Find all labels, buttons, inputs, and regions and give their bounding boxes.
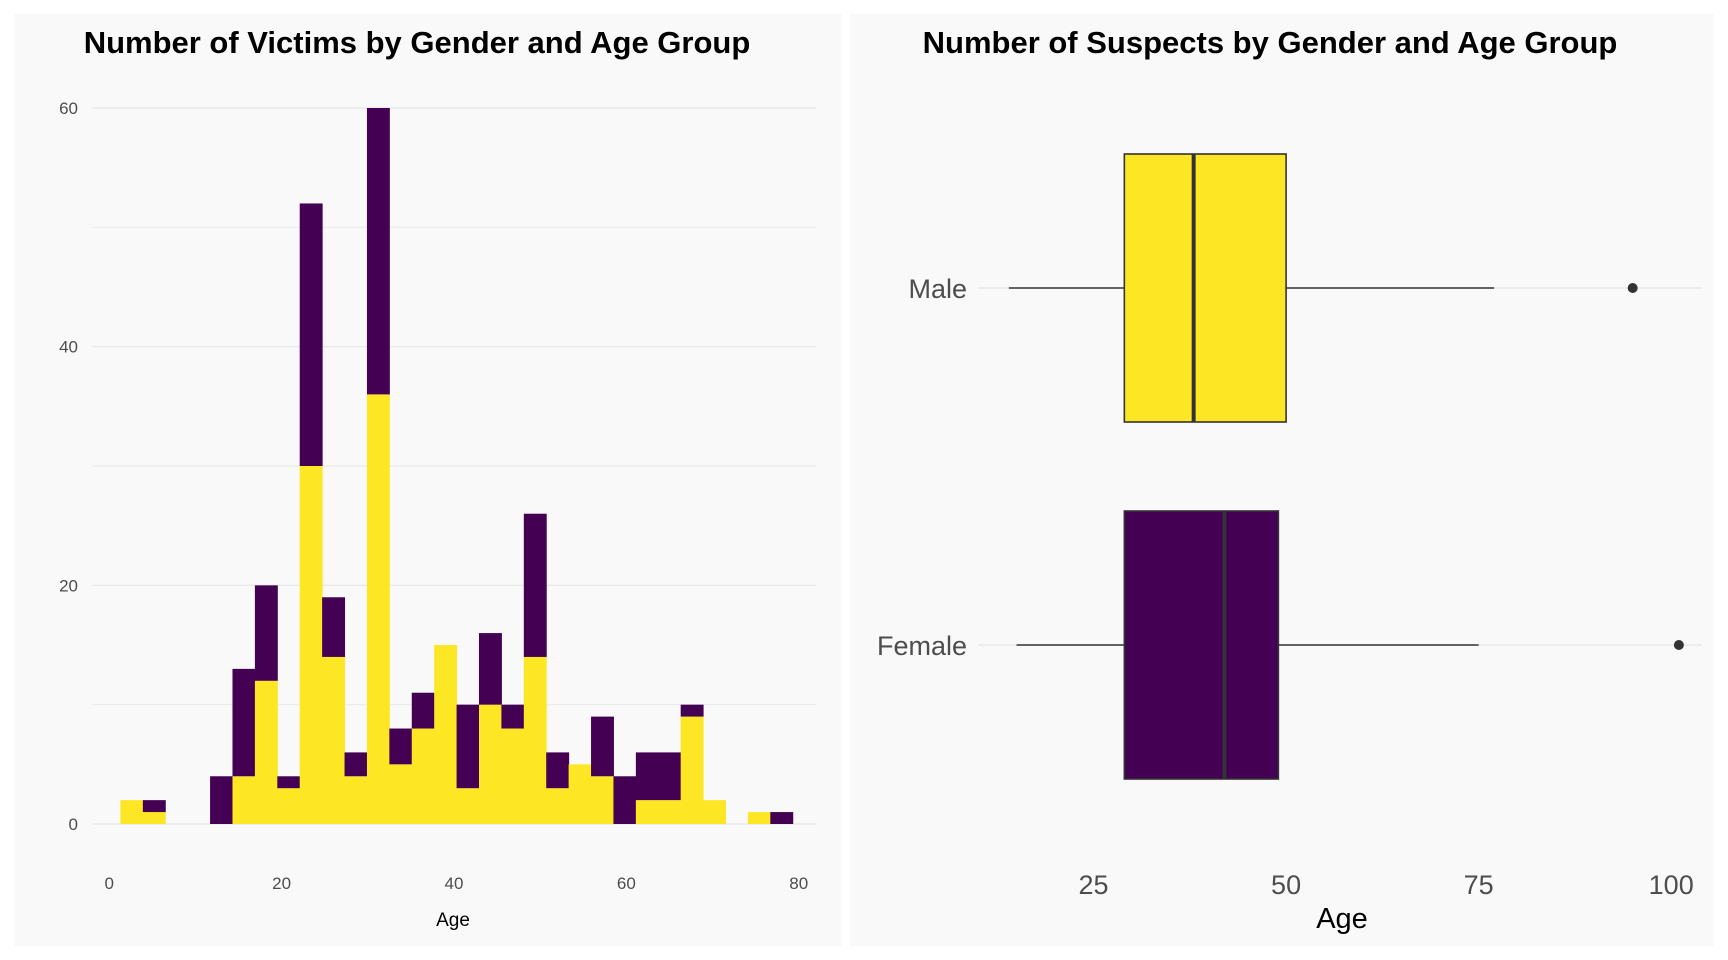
bar-male: [703, 800, 726, 824]
x-tick-label: 100: [1649, 870, 1694, 900]
bar-male: [120, 800, 144, 824]
bar-female: [366, 108, 390, 395]
bar-male: [456, 788, 480, 824]
x-tick-label: 80: [789, 874, 808, 893]
y-tick-label: 60: [59, 99, 78, 118]
bar-female: [344, 752, 368, 777]
bar-female: [322, 597, 346, 657]
x-tick-label: 50: [1271, 870, 1301, 900]
bar-female: [770, 812, 794, 824]
bar-female: [456, 704, 480, 789]
bar-male: [254, 680, 278, 824]
bar-male: [501, 728, 525, 824]
bar-male: [635, 800, 659, 824]
victims-chart: Number of Victims by Gender and Age Grou…: [14, 14, 842, 946]
bar-female: [635, 752, 659, 801]
bar-male: [142, 812, 166, 824]
bar-female: [523, 513, 547, 657]
bar-male: [568, 764, 592, 824]
bar-male: [478, 704, 502, 824]
bar-male: [523, 656, 547, 824]
bar-female: [658, 752, 682, 801]
victims-bars: [120, 108, 794, 824]
victims-x-tick-labels: 0 20 40 60 80: [105, 874, 809, 893]
bar-female: [411, 692, 435, 729]
y-tick-label: 0: [69, 815, 78, 834]
suspects-chart-title: Number of Suspects by Gender and Age Gro…: [923, 25, 1618, 60]
category-label: Female: [877, 631, 967, 661]
bar-male: [546, 788, 570, 824]
category-label: Male: [908, 274, 967, 304]
y-tick-label: 20: [59, 576, 78, 595]
bar-male: [747, 812, 771, 824]
x-tick-label: 0: [105, 874, 114, 893]
outlier-point: [1673, 640, 1684, 650]
bar-female: [546, 752, 570, 789]
bar-male: [591, 776, 614, 824]
bar-female: [389, 728, 413, 765]
box-iqr: [1123, 153, 1287, 423]
suspects-chart: Number of Suspects by Gender and Age Gro…: [850, 14, 1714, 946]
suspects-boxplots: [1008, 153, 1684, 780]
bar-female: [680, 704, 704, 717]
outlier-point: [1627, 283, 1638, 293]
x-tick-label: 75: [1464, 870, 1494, 900]
bar-male: [366, 394, 390, 824]
suspects-category-labels: Male Female: [877, 274, 967, 661]
bar-female: [478, 633, 502, 705]
suspects-x-axis-label: Age: [1316, 903, 1368, 935]
bar-female: [232, 668, 256, 777]
bar-male: [232, 776, 256, 824]
bar-female: [277, 776, 301, 789]
bar-male: [434, 645, 458, 824]
bar-female: [613, 776, 637, 824]
bar-female: [254, 585, 278, 681]
victims-x-axis-label: Age: [436, 910, 470, 931]
victims-y-tick-labels: 0 20 40 60: [59, 99, 78, 834]
victims-chart-title: Number of Victims by Gender and Age Grou…: [84, 25, 751, 60]
bar-female: [501, 704, 525, 729]
box-iqr: [1123, 510, 1280, 780]
bar-male: [411, 728, 435, 824]
x-tick-label: 60: [617, 874, 636, 893]
suspects-x-tick-labels: 25 50 75 100: [1079, 870, 1694, 900]
bar-female: [591, 716, 614, 777]
bar-male: [389, 764, 413, 824]
bar-male: [277, 788, 301, 824]
y-tick-label: 40: [59, 338, 78, 357]
x-tick-label: 20: [272, 874, 291, 893]
x-tick-label: 40: [445, 874, 464, 893]
bar-male: [344, 776, 368, 824]
x-tick-label: 25: [1079, 870, 1109, 900]
bar-male: [299, 466, 323, 824]
bar-male: [658, 800, 682, 824]
bar-female: [210, 776, 233, 824]
bar-male: [322, 656, 346, 824]
bar-female: [142, 800, 166, 813]
bar-female: [299, 203, 323, 466]
bar-male: [680, 716, 704, 824]
